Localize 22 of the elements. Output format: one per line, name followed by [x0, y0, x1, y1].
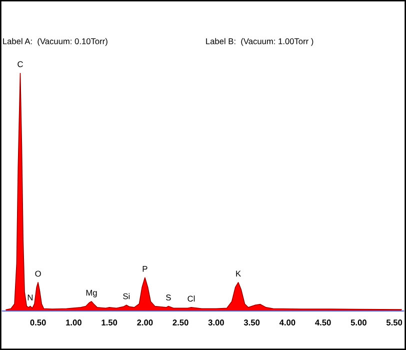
annotation: K: [236, 270, 241, 277]
x-tick-label: 2.50: [172, 320, 188, 326]
x-tick-label: 1.50: [102, 320, 118, 326]
annotation: S: [166, 294, 171, 300]
x-tick-label: 2.00: [137, 320, 153, 326]
annotation: O: [35, 270, 41, 277]
x-tick-label: 4.50: [315, 320, 331, 326]
x-tick-label: 1.00: [66, 320, 82, 326]
x-tick-label: 5.00: [350, 320, 366, 326]
text: Label A: (Vacuum: 0.10Torr): [3, 38, 108, 46]
annotation: N: [28, 294, 33, 300]
annotation: C: [18, 61, 23, 68]
annotation: Mg: [86, 290, 97, 298]
x-tick-label: 5.50: [386, 320, 402, 326]
x-tick-label: 3.50: [244, 320, 260, 326]
x-tick-label: 3.00: [208, 320, 224, 326]
annotation: Cl: [188, 295, 195, 302]
text: Label B: (Vacuum: 1.00Torr ): [206, 38, 314, 46]
x-tick-label: 0.50: [30, 320, 46, 326]
annotation: Si: [123, 293, 130, 300]
annotation: P: [142, 266, 148, 272]
x-tick-label: 4.00: [279, 320, 296, 326]
